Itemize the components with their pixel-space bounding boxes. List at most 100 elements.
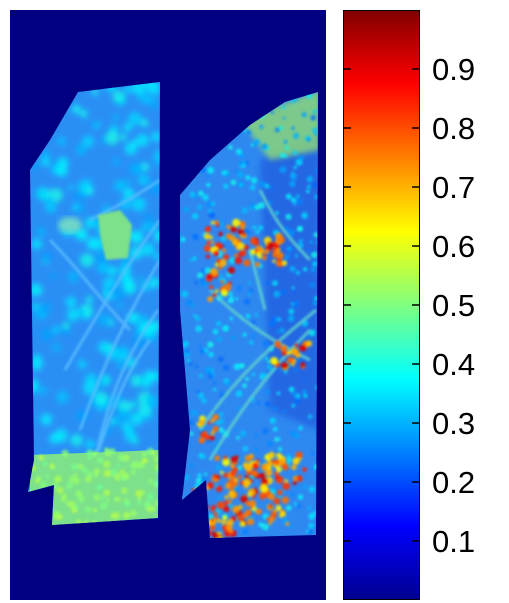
texture-speckle (244, 160, 250, 166)
texture-speckle (266, 440, 273, 447)
texture-speckle (150, 97, 158, 105)
texture-speckle (121, 421, 133, 433)
texture-speckle (34, 310, 44, 320)
texture-speckle (261, 371, 267, 378)
hot-spot (267, 493, 275, 500)
texture-speckle (313, 301, 317, 305)
texture-speckle (57, 136, 67, 146)
texture-speckle (38, 386, 47, 395)
texture-speckle (183, 206, 190, 213)
texture-speckle (53, 510, 61, 518)
hot-spot (295, 353, 301, 359)
texture-speckle (294, 368, 298, 372)
hot-spot (277, 345, 281, 349)
texture-speckle (280, 289, 287, 295)
texture-speckle (124, 142, 138, 155)
texture-speckle (96, 484, 103, 491)
texture-speckle (245, 175, 251, 181)
texture-speckle (249, 184, 256, 191)
texture-speckle (187, 359, 191, 363)
hot-spot (216, 501, 225, 510)
hot-spot (240, 495, 249, 503)
hot-spot (244, 485, 248, 489)
texture-speckle (306, 248, 311, 253)
texture-speckle (153, 230, 160, 243)
texture-speckle (119, 469, 126, 475)
texture-speckle (302, 377, 306, 381)
hot-spot (277, 236, 285, 244)
texture-speckle (103, 489, 111, 497)
hot-spot (204, 226, 211, 233)
hot-spot (223, 472, 229, 478)
texture-speckle (285, 146, 290, 150)
texture-speckle (231, 335, 236, 341)
hot-spot (227, 266, 235, 274)
texture-speckle (202, 194, 209, 201)
texture-speckle (233, 363, 241, 371)
colorbar-tick-label: 0.1 (432, 524, 476, 559)
texture-speckle (243, 298, 250, 305)
texture-speckle (111, 287, 126, 302)
hot-spot (234, 462, 238, 466)
texture-speckle (292, 132, 300, 139)
texture-speckle (299, 238, 303, 243)
texture-speckle (207, 166, 215, 174)
hot-spot (234, 241, 240, 247)
hot-spot (269, 504, 273, 508)
texture-speckle (146, 493, 155, 501)
texture-speckle (112, 157, 121, 166)
texture-speckle (197, 473, 202, 477)
texture-speckle (218, 356, 224, 362)
hot-spot (274, 243, 280, 249)
hot-spot (273, 497, 281, 505)
hot-spot (212, 425, 219, 433)
texture-speckle (224, 379, 231, 386)
texture-speckle (291, 171, 295, 176)
texture-speckle (91, 121, 98, 129)
texture-speckle (293, 202, 297, 206)
texture-speckle (239, 430, 247, 437)
hot-spot (222, 248, 227, 253)
hot-spot (237, 228, 245, 236)
texture-speckle (124, 499, 131, 507)
texture-speckle (218, 418, 225, 425)
hot-spot (272, 259, 276, 263)
hot-spot (213, 475, 217, 479)
texture-speckle (115, 464, 120, 469)
texture-speckle (251, 177, 258, 184)
texture-speckle (283, 370, 288, 374)
hot-spot (266, 241, 274, 249)
texture-speckle (110, 513, 115, 518)
hot-spot (229, 235, 236, 242)
texture-speckle (137, 497, 142, 502)
texture-speckle (139, 118, 149, 128)
texture-speckle (112, 114, 120, 122)
texture-speckle (311, 251, 318, 259)
texture-speckle (236, 171, 244, 179)
texture-speckle (302, 266, 308, 272)
colorbar-tick-label: 0.9 (432, 52, 476, 87)
texture-speckle (97, 313, 111, 327)
hot-spot (274, 470, 279, 476)
hot-spot (264, 249, 270, 255)
hot-spot (255, 262, 260, 267)
texture-speckle (312, 511, 318, 516)
texture-speckle (130, 469, 136, 475)
texture-speckle (261, 143, 268, 150)
hot-spot (234, 253, 238, 257)
texture-speckle (296, 226, 302, 232)
hot-spot (243, 512, 249, 519)
texture-speckle (143, 82, 158, 91)
texture-speckle (295, 270, 300, 275)
colorbar-tick-label: 0.8 (432, 111, 476, 146)
texture-speckle (116, 303, 123, 310)
hot-spot (224, 505, 228, 509)
texture-speckle (130, 510, 137, 517)
texture-speckle (227, 297, 234, 304)
hot-spot (250, 505, 254, 509)
texture-speckle (252, 225, 257, 230)
texture-speckle (267, 360, 271, 364)
texture-speckle (71, 507, 78, 514)
texture-speckle (189, 258, 193, 263)
texture-speckle (275, 330, 280, 334)
